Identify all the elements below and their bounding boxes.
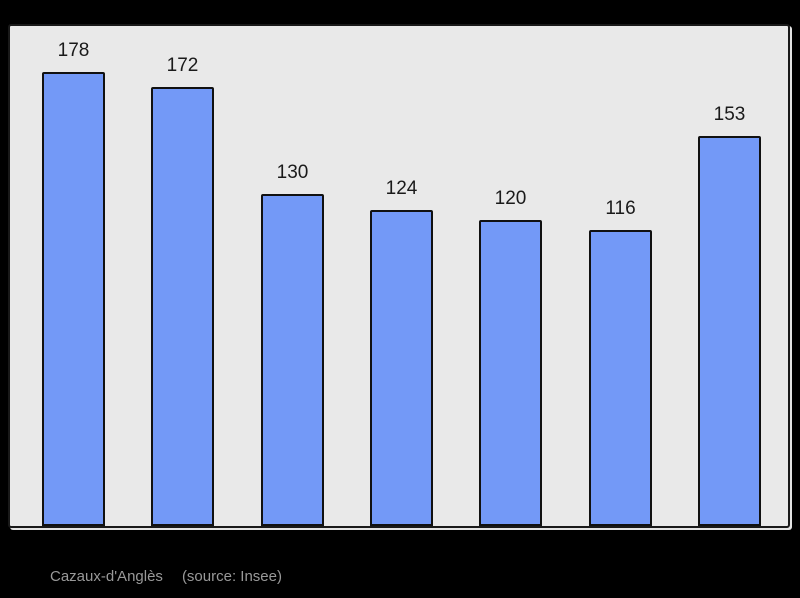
caption-source: (source: Insee) bbox=[181, 568, 282, 585]
bar-value-label-4: 120 bbox=[494, 188, 527, 209]
bar-value-label-1: 172 bbox=[166, 55, 199, 76]
chart-caption: Cazaux-d'Anglès (source: Insee) bbox=[50, 568, 282, 585]
bar-6 bbox=[698, 136, 761, 526]
bar-0 bbox=[42, 72, 105, 526]
caption-commune-name: Cazaux-d'Anglès bbox=[50, 568, 163, 585]
bar-4 bbox=[479, 220, 542, 526]
bar-value-label-6: 153 bbox=[713, 104, 746, 125]
bar-3 bbox=[370, 210, 433, 526]
bar-1 bbox=[151, 87, 214, 526]
bar-5 bbox=[589, 230, 652, 526]
bar-value-label-2: 130 bbox=[276, 162, 309, 183]
plot-area: 178 172 130 124 120 116 153 bbox=[8, 24, 790, 528]
bar-value-label-5: 116 bbox=[605, 198, 636, 219]
bar-value-label-0: 178 bbox=[57, 40, 90, 61]
bar-value-label-3: 124 bbox=[385, 178, 418, 199]
bar-2 bbox=[261, 194, 324, 526]
